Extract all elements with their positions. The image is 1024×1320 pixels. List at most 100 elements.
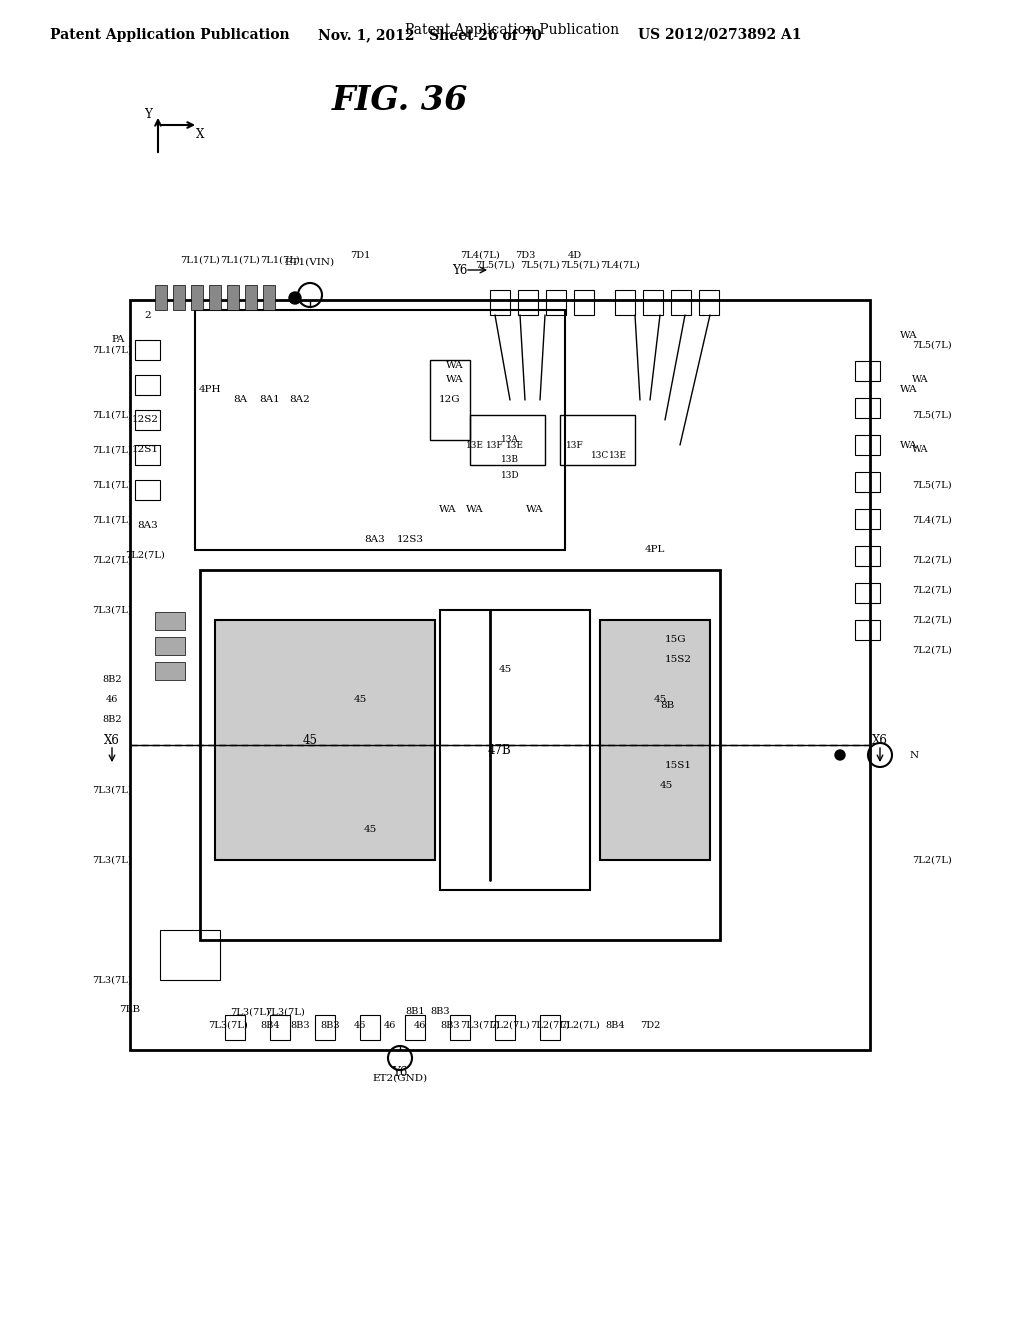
Text: X: X (196, 128, 204, 141)
Bar (130, 300, 870, 1049)
Text: 8B3: 8B3 (440, 1020, 460, 1030)
Text: 46: 46 (384, 1020, 396, 1030)
Text: 13F: 13F (566, 441, 584, 450)
Bar (225, 1015, 245, 1040)
Text: 7L3(7L): 7L3(7L) (265, 1007, 305, 1016)
Circle shape (835, 750, 845, 760)
Bar (135, 480, 160, 500)
Text: 13D: 13D (501, 470, 519, 479)
Bar (155, 663, 185, 680)
Text: 7L2(7L): 7L2(7L) (912, 556, 951, 565)
Text: 8A3: 8A3 (137, 520, 159, 529)
Bar (135, 375, 160, 395)
Text: 45: 45 (364, 825, 377, 834)
Text: 7L2(7L): 7L2(7L) (912, 855, 951, 865)
Text: 7L2(7L): 7L2(7L) (912, 586, 951, 594)
Text: WA: WA (900, 385, 918, 395)
Text: WA: WA (912, 375, 929, 384)
Bar (615, 290, 635, 315)
Text: 7L4(7L): 7L4(7L) (912, 516, 951, 524)
Text: US 2012/0273892 A1: US 2012/0273892 A1 (638, 28, 802, 42)
Text: 13B: 13B (501, 455, 519, 465)
Text: 7L2(7L): 7L2(7L) (530, 1020, 570, 1030)
Text: WA: WA (900, 330, 918, 339)
Bar (855, 436, 880, 455)
Text: 7L3(7L): 7L3(7L) (92, 606, 132, 615)
Text: 8B2: 8B2 (102, 676, 122, 685)
Bar (215, 620, 435, 861)
Bar (855, 510, 880, 529)
Text: WA: WA (526, 506, 544, 515)
Text: 7L3(7L): 7L3(7L) (92, 855, 132, 865)
Text: 7D3: 7D3 (515, 251, 536, 260)
Bar (574, 290, 594, 315)
Text: 7L2(7L): 7L2(7L) (560, 1020, 600, 1030)
Text: 8B4: 8B4 (605, 1020, 625, 1030)
Text: 8A: 8A (232, 396, 247, 404)
Text: 13A: 13A (501, 436, 519, 445)
Bar (209, 285, 221, 310)
Text: PA: PA (112, 335, 125, 345)
Text: 7L1(7L): 7L1(7L) (92, 446, 132, 454)
Text: 45: 45 (499, 665, 512, 675)
Text: 15G: 15G (665, 635, 687, 644)
Text: 8A2: 8A2 (290, 396, 310, 404)
Bar (155, 638, 185, 655)
Bar (855, 583, 880, 603)
Bar (155, 285, 167, 310)
Circle shape (289, 292, 301, 304)
Text: 7L3(7L): 7L3(7L) (230, 1007, 270, 1016)
Text: 45: 45 (353, 696, 367, 705)
Bar (173, 285, 185, 310)
Text: 7L2(7L): 7L2(7L) (125, 550, 165, 560)
Text: X6: X6 (104, 734, 120, 747)
Text: 45: 45 (653, 696, 667, 705)
Text: 45: 45 (302, 734, 317, 747)
Text: 15S2: 15S2 (665, 656, 692, 664)
Text: 15S1: 15S1 (665, 760, 692, 770)
Text: Nov. 1, 2012   Sheet 26 of 70: Nov. 1, 2012 Sheet 26 of 70 (318, 28, 542, 42)
Text: 8B3: 8B3 (321, 1020, 340, 1030)
Text: 4PH: 4PH (199, 385, 221, 395)
Bar (135, 411, 160, 430)
Text: WA: WA (439, 506, 457, 515)
Bar (135, 445, 160, 465)
Text: Y: Y (144, 108, 152, 121)
Text: 7L5(7L): 7L5(7L) (912, 480, 951, 490)
Text: 7L2(7L): 7L2(7L) (912, 615, 951, 624)
Text: 7D1: 7D1 (350, 251, 371, 260)
Text: 7L5(7L): 7L5(7L) (560, 260, 600, 269)
Text: 13F: 13F (486, 441, 504, 450)
Text: 7D2: 7D2 (640, 1020, 660, 1030)
Text: 8B4: 8B4 (260, 1020, 280, 1030)
Text: 7L5(7L): 7L5(7L) (912, 341, 951, 350)
Text: 8B1: 8B1 (406, 1007, 425, 1016)
Text: 8B: 8B (660, 701, 674, 710)
Text: 2: 2 (144, 310, 152, 319)
Text: 8A1: 8A1 (260, 396, 281, 404)
Bar (200, 570, 720, 940)
Text: ET1(VIN): ET1(VIN) (285, 257, 335, 267)
Text: Patent Application Publication: Patent Application Publication (50, 28, 290, 42)
Text: 47B: 47B (488, 743, 512, 756)
Text: 7L5(7L): 7L5(7L) (912, 411, 951, 420)
Text: 12S3: 12S3 (396, 536, 424, 544)
Bar (855, 399, 880, 418)
Text: 7L4(7L): 7L4(7L) (460, 251, 500, 260)
Text: 8B2: 8B2 (102, 715, 122, 725)
Text: 7L5(7L): 7L5(7L) (475, 260, 515, 269)
Text: 7L2(7L): 7L2(7L) (912, 645, 951, 655)
Bar (699, 290, 719, 315)
Bar (450, 1015, 470, 1040)
Text: 8B3: 8B3 (430, 1007, 450, 1016)
Bar (540, 1015, 560, 1040)
Text: 12G: 12G (439, 396, 461, 404)
Text: 7L3(7L): 7L3(7L) (92, 785, 132, 795)
Text: 45: 45 (660, 780, 673, 789)
Text: 4D: 4D (568, 251, 582, 260)
Bar (855, 546, 880, 566)
Bar (470, 414, 545, 465)
Bar (406, 1015, 425, 1040)
Text: 7L2(7L): 7L2(7L) (92, 556, 132, 565)
Bar (518, 290, 538, 315)
